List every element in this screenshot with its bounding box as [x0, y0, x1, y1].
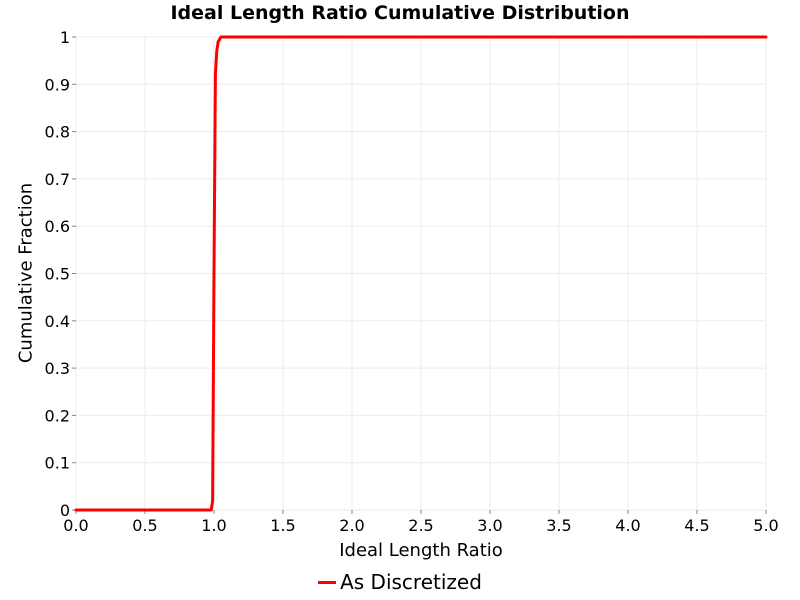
y-tick-label: 0.9: [45, 75, 70, 94]
y-tick-label: 0.1: [45, 454, 70, 473]
y-tick-label: 0.4: [45, 312, 70, 331]
x-tick-label: 1.0: [201, 516, 226, 535]
axis-ticks: 0.0 0.5 1.0 1.5 2.0 2.5 3.0 3.5 4.0 4.5 5.0 0 0.1 0.2…: [45, 28, 779, 535]
chart-title: Ideal Length Ratio Cumulative Distributi…: [170, 2, 630, 24]
x-tick-label: 2.5: [408, 516, 433, 535]
series-line-0: [74, 35, 768, 512]
x-tick-label: 0.0: [63, 516, 88, 535]
y-tick-label: 0.6: [45, 217, 70, 236]
y-tick-label: 0.3: [45, 359, 70, 378]
x-tick-label: 0.5: [132, 516, 157, 535]
series-layer: [74, 35, 768, 512]
x-tick-label: 4.0: [615, 516, 640, 535]
y-tick-label: 0: [60, 501, 70, 520]
y-tick-label: 0.7: [45, 170, 70, 189]
x-tick-label: 2.0: [339, 516, 364, 535]
x-tick-label: 3.0: [477, 516, 502, 535]
x-axis-label: Ideal Length Ratio: [339, 540, 503, 561]
y-tick-label: 1: [60, 28, 70, 47]
x-tick-label: 4.5: [684, 516, 709, 535]
legend: As Discretized: [0, 570, 800, 594]
legend-swatch: [318, 580, 337, 584]
x-tick-label: 1.5: [270, 516, 295, 535]
y-tick-label: 0.2: [45, 406, 70, 425]
y-axis-label: Cumulative Fraction: [15, 182, 37, 364]
y-tick-label: 0.8: [45, 123, 70, 142]
legend-label: As Discretized: [340, 570, 482, 594]
y-tick-label: 0.5: [45, 265, 70, 284]
x-tick-label: 3.5: [546, 516, 571, 535]
x-tick-label: 5.0: [753, 516, 778, 535]
